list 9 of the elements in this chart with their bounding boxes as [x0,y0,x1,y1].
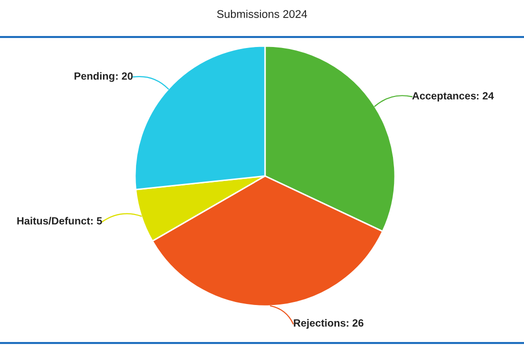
data-label: : 26 [346,319,364,327]
slice-label: Rejections [294,319,346,329]
data-label: : 5 [91,217,102,225]
chart-title: Submissions 2024 [217,10,308,18]
data-label: : 20 [116,72,133,80]
slice-label: Acceptances [412,92,476,102]
slice-label: Pending [74,72,114,82]
data-label: : 24 [476,92,494,100]
slice-label: Haitus/Defunct [17,216,90,225]
